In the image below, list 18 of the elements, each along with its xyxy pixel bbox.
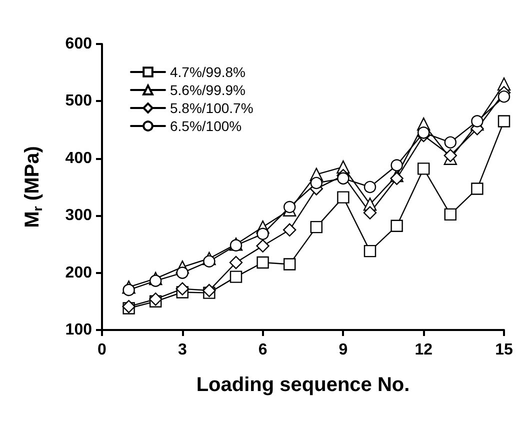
x-tick-label: 0 [98,342,107,358]
x-tick-label: 6 [258,342,268,358]
x-axis-title: Loading sequence No. [196,374,410,396]
x-tick-label: 3 [178,342,187,358]
x-tick-label: 15 [495,342,513,358]
y-axis-title: Mr (MPa) [22,146,45,228]
x-tick-label: 9 [338,342,348,358]
y-tick-label: 200 [65,264,92,282]
y-tick-label: 100 [65,322,92,338]
legend-label: 6.5%/100% [170,118,242,134]
x-tick-label: 12 [414,342,433,358]
y-tick-label: 500 [65,92,92,110]
y-tick-label: 300 [65,207,92,224]
legend-label: 5.6%/99.9% [170,82,246,98]
legend-label: 4.7%/99.8% [170,64,246,80]
y-tick-label: 400 [65,150,92,167]
y-tick-label: 600 [65,36,92,52]
legend-label: 5.8%/100.7% [170,100,254,116]
